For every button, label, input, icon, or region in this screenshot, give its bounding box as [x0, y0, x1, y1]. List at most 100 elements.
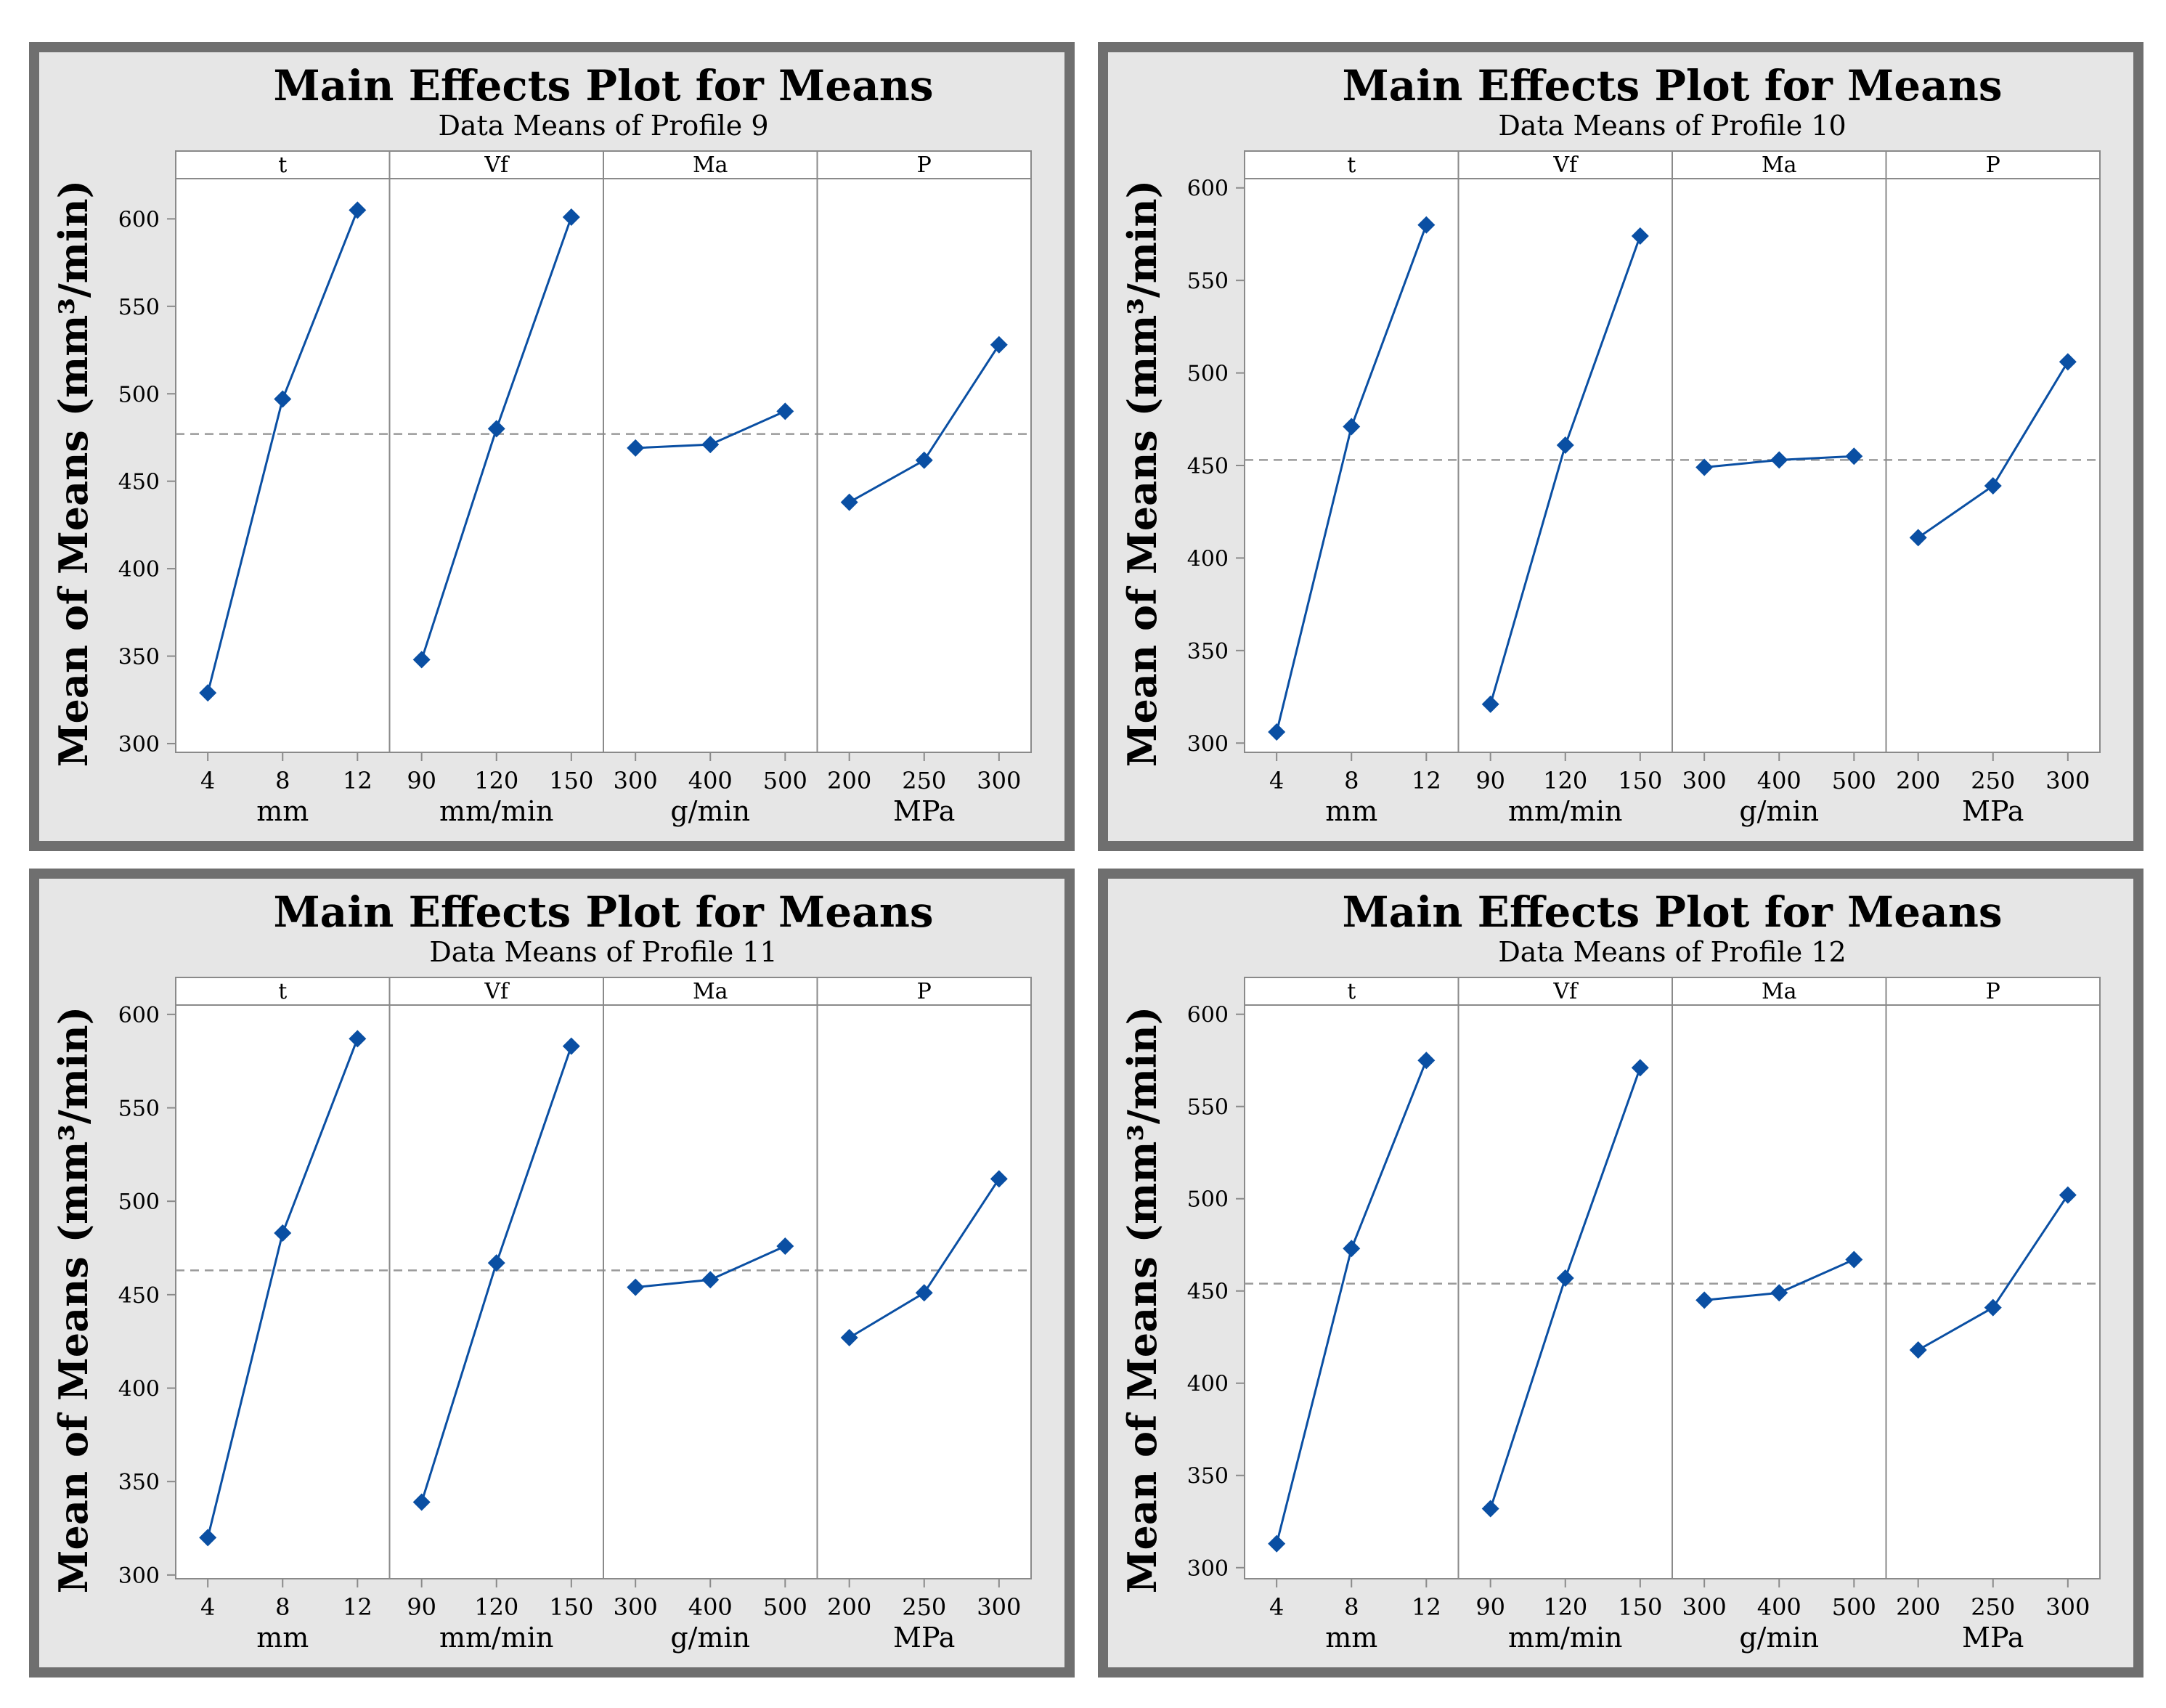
x-tick-label: 400	[688, 1593, 733, 1621]
data-point	[1984, 477, 2002, 495]
x-tick-label: 150	[549, 1593, 593, 1621]
y-tick-label: 300	[118, 732, 160, 757]
data-point	[487, 1254, 505, 1272]
y-tick-label: 300	[1187, 1556, 1229, 1582]
y-axis-label: Mean of Means (mm³/min)	[50, 180, 97, 767]
y-axis-label: Mean of Means (mm³/min)	[1119, 180, 1165, 767]
y-tick-label: 350	[118, 645, 160, 670]
x-tick-label: 150	[1618, 767, 1662, 794]
y-tick-label: 600	[118, 1003, 160, 1028]
y-tick-label: 450	[118, 1283, 160, 1309]
x-tick-label: 300	[977, 767, 1021, 794]
x-tick-label: 250	[902, 1593, 946, 1621]
y-tick-label: 400	[1187, 1372, 1229, 1397]
x-tick-label: 90	[407, 1593, 436, 1621]
x-tick-label: 500	[1832, 767, 1876, 794]
data-point	[412, 651, 431, 669]
y-tick-label: 400	[118, 1377, 160, 1402]
x-tick-label: 12	[343, 767, 372, 794]
data-point	[1845, 447, 1863, 465]
data-point	[1770, 451, 1788, 469]
data-point	[199, 684, 217, 702]
y-tick-label: 350	[118, 1470, 160, 1495]
x-axis-unit-label: MPa	[1962, 795, 2024, 827]
data-point	[1909, 529, 1927, 547]
main-effects-chart-profile-12: Main Effects Plot for Means Data Means of…	[1098, 869, 2143, 1678]
factor-label: Vf	[484, 979, 510, 1004]
x-tick-label: 300	[614, 767, 658, 794]
x-tick-label: 250	[902, 767, 946, 794]
factor-label: P	[917, 979, 932, 1004]
data-point	[562, 208, 580, 226]
data-point	[627, 439, 645, 457]
x-tick-label: 120	[1543, 1593, 1587, 1621]
y-tick-label: 600	[1187, 1003, 1229, 1028]
factor-label: Ma	[1762, 979, 1797, 1004]
x-axis-unit-label: MPa	[1962, 1622, 2024, 1654]
data-point	[1417, 216, 1436, 234]
x-axis-unit-label: g/min	[670, 1622, 750, 1654]
y-tick-label: 400	[1187, 546, 1229, 572]
x-tick-label: 4	[200, 1593, 215, 1621]
x-tick-label: 120	[474, 1593, 518, 1621]
x-tick-label: 300	[1682, 1593, 1727, 1621]
factor-label: Ma	[693, 152, 728, 178]
data-point	[1417, 1052, 1436, 1070]
y-tick-label: 600	[1187, 176, 1229, 202]
y-tick-label: 350	[1187, 639, 1229, 664]
data-point	[1631, 1059, 1649, 1077]
factor-label: Vf	[484, 152, 510, 178]
data-point	[1695, 1291, 1714, 1309]
data-point	[349, 1030, 367, 1048]
x-axis-unit-label: g/min	[1739, 795, 1819, 827]
x-tick-label: 250	[1971, 767, 2015, 794]
x-axis-unit-label: g/min	[670, 795, 750, 827]
data-point	[412, 1493, 431, 1511]
x-tick-label: 12	[1412, 1593, 1441, 1621]
data-point	[776, 402, 794, 420]
data-point	[1909, 1341, 1927, 1359]
data-point	[701, 1271, 720, 1289]
x-tick-label: 8	[1344, 767, 1359, 794]
factor-label: t	[1347, 979, 1356, 1004]
x-tick-label: 90	[1475, 767, 1505, 794]
factor-label: Ma	[1762, 152, 1797, 178]
x-tick-label: 8	[275, 1593, 290, 1621]
x-tick-label: 4	[1269, 767, 1284, 794]
chart-title: Main Effects Plot for Means	[1342, 887, 2002, 937]
data-point	[1481, 1500, 1499, 1518]
factor-label: t	[278, 152, 287, 178]
data-point	[487, 420, 505, 438]
y-tick-label: 550	[118, 295, 160, 320]
x-tick-label: 4	[1269, 1593, 1284, 1621]
x-tick-label: 150	[1618, 1593, 1662, 1621]
data-point	[1984, 1298, 2002, 1317]
data-point	[1343, 418, 1361, 436]
x-tick-label: 300	[2045, 1593, 2090, 1621]
x-tick-label: 300	[614, 1593, 658, 1621]
x-tick-label: 300	[1682, 767, 1727, 794]
data-point	[2059, 1186, 2077, 1204]
x-axis-unit-label: mm/min	[1508, 1622, 1623, 1654]
chart-subtitle: Data Means of Profile 10	[1498, 110, 1846, 142]
x-axis-unit-label: mm/min	[439, 795, 554, 827]
chart-title: Main Effects Plot for Means	[273, 887, 933, 937]
data-point	[990, 336, 1008, 354]
factor-label: Vf	[1552, 152, 1579, 178]
y-axis-label: Mean of Means (mm³/min)	[50, 1006, 97, 1593]
y-tick-label: 500	[118, 382, 160, 407]
data-point	[990, 1170, 1008, 1188]
data-point	[1556, 1269, 1574, 1287]
data-point	[776, 1237, 794, 1255]
data-point	[562, 1037, 580, 1055]
x-tick-label: 400	[688, 767, 733, 794]
chart-subtitle: Data Means of Profile 9	[438, 110, 768, 142]
factor-label: Vf	[1552, 979, 1579, 1004]
data-point	[915, 451, 933, 469]
y-tick-label: 450	[118, 470, 160, 495]
data-point	[627, 1278, 645, 1296]
factor-label: P	[1986, 979, 2000, 1004]
x-tick-label: 400	[1757, 1593, 1801, 1621]
x-tick-label: 500	[1832, 1593, 1876, 1621]
